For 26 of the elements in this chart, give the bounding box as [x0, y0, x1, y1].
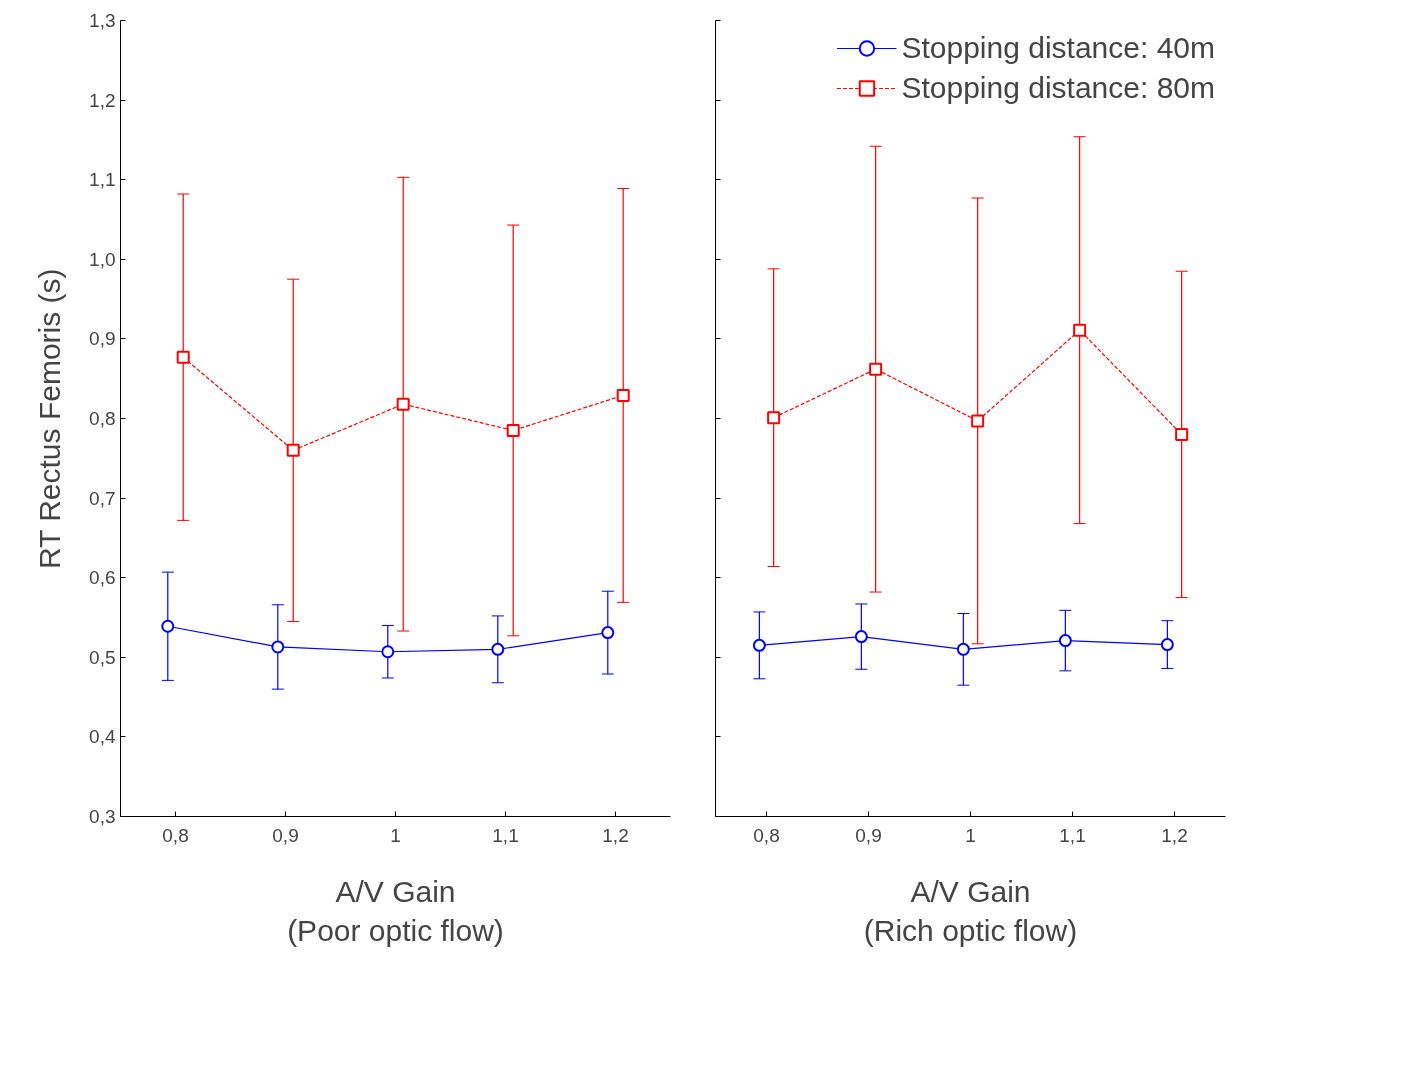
x-axis-title: A/V Gain (Rich optic flow)	[863, 874, 1078, 948]
legend-label: Stopping distance: 40m	[901, 31, 1215, 65]
y-tick-label: 0,4	[89, 726, 116, 748]
x-axis-title: A/V Gain (Poor optic flow)	[287, 874, 504, 948]
x-tick-label: 0,9	[272, 824, 299, 846]
y-tick-label: 0,8	[89, 408, 116, 429]
x-tick-label: 1	[965, 824, 976, 846]
x-tick-label: 0,9	[855, 824, 882, 846]
x-tick-label: 1,1	[492, 824, 519, 846]
x-tick-label: 0,8	[162, 824, 189, 846]
y-tick-label: 0,3	[89, 806, 116, 827]
y-tick-label: 0,7	[89, 487, 116, 509]
y-tick-label: 1,2	[89, 89, 116, 111]
y-tick-label: 0,5	[89, 646, 116, 668]
x-tick-label: 0,8	[753, 824, 780, 846]
legend-label: Stopping distance: 80m	[901, 71, 1215, 105]
y-tick-label: 1,1	[89, 169, 116, 191]
x-tick-label: 1	[390, 824, 401, 846]
y-tick-label: 1,3	[89, 10, 116, 31]
y-tick-label: 0,6	[89, 567, 116, 589]
x-tick-label: 1,1	[1059, 824, 1086, 846]
y-axis-title: RT Rectus Femoris (s)	[33, 268, 67, 570]
y-tick-label: 0,9	[89, 328, 116, 350]
y-tick-label: 1,0	[89, 248, 116, 270]
x-tick-label: 1,2	[1161, 824, 1188, 846]
x-tick-label: 1,2	[602, 824, 629, 846]
